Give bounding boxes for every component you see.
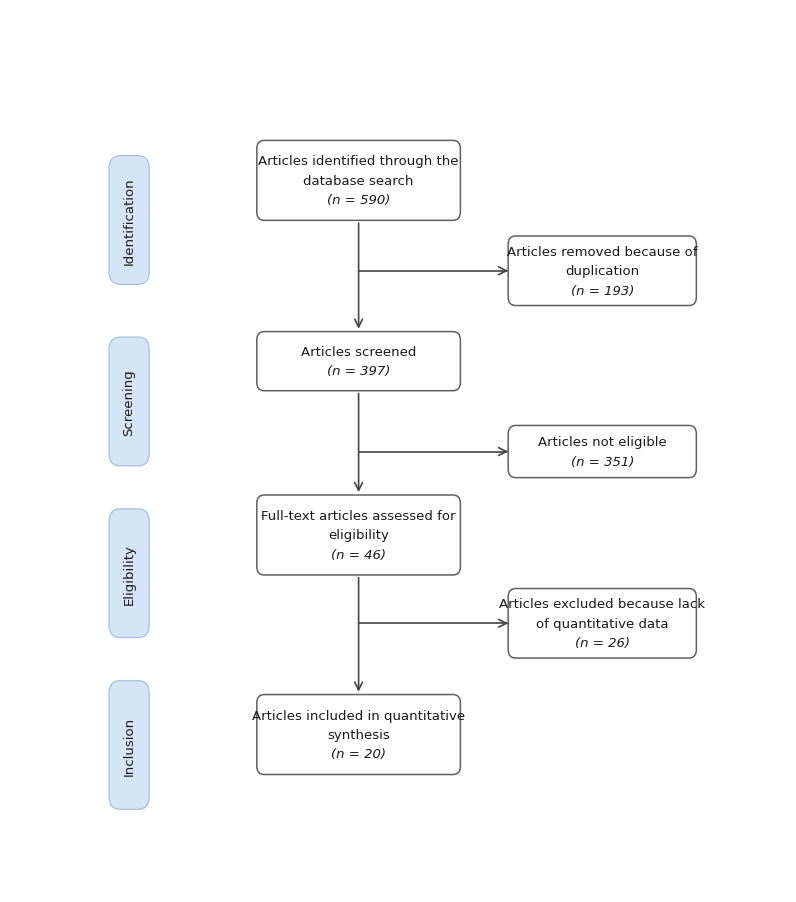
FancyBboxPatch shape bbox=[109, 510, 149, 638]
FancyBboxPatch shape bbox=[109, 337, 149, 466]
Text: synthesis: synthesis bbox=[327, 728, 390, 741]
Text: Articles excluded because lack: Articles excluded because lack bbox=[499, 598, 705, 611]
Text: Eligibility: Eligibility bbox=[123, 543, 135, 604]
Text: Articles screened: Articles screened bbox=[301, 345, 416, 358]
Text: duplication: duplication bbox=[565, 265, 639, 278]
Text: Inclusion: Inclusion bbox=[123, 715, 135, 775]
FancyBboxPatch shape bbox=[257, 142, 460, 221]
FancyBboxPatch shape bbox=[508, 426, 696, 478]
Text: Full-text articles assessed for: Full-text articles assessed for bbox=[261, 510, 456, 522]
Text: (n = 351): (n = 351) bbox=[571, 456, 634, 468]
Text: eligibility: eligibility bbox=[328, 529, 389, 542]
Text: Screening: Screening bbox=[123, 369, 135, 436]
Text: (n = 26): (n = 26) bbox=[575, 637, 630, 649]
FancyBboxPatch shape bbox=[109, 157, 149, 285]
FancyBboxPatch shape bbox=[508, 589, 696, 658]
Text: Articles included in quantitative: Articles included in quantitative bbox=[252, 709, 465, 722]
Text: (n = 193): (n = 193) bbox=[571, 284, 634, 298]
Text: Articles identified through the: Articles identified through the bbox=[259, 155, 458, 168]
Text: Articles removed because of: Articles removed because of bbox=[507, 245, 697, 259]
Text: (n = 46): (n = 46) bbox=[331, 548, 386, 561]
Text: database search: database search bbox=[303, 175, 414, 188]
FancyBboxPatch shape bbox=[257, 695, 460, 775]
FancyBboxPatch shape bbox=[257, 495, 460, 575]
Text: (n = 20): (n = 20) bbox=[331, 748, 386, 760]
Text: Articles not eligible: Articles not eligible bbox=[538, 436, 666, 449]
Text: of quantitative data: of quantitative data bbox=[536, 617, 669, 630]
FancyBboxPatch shape bbox=[109, 681, 149, 809]
Text: (n = 590): (n = 590) bbox=[327, 194, 390, 207]
Text: Identification: Identification bbox=[123, 177, 135, 264]
Text: (n = 397): (n = 397) bbox=[327, 365, 390, 378]
FancyBboxPatch shape bbox=[508, 236, 696, 306]
FancyBboxPatch shape bbox=[257, 332, 460, 391]
